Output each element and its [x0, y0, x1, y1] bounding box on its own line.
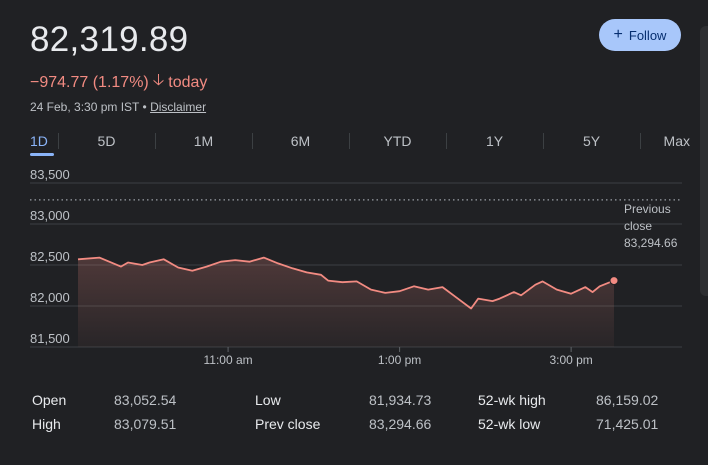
tab-1y[interactable]: 1Y — [446, 130, 543, 156]
follow-button[interactable]: + Follow — [599, 19, 681, 51]
stats-row: Open 83,052.54 Low 81,934.73 52-wk high … — [32, 388, 672, 412]
stat-low-value: 81,934.73 — [369, 392, 432, 408]
stat-open-label: Open — [32, 392, 67, 408]
price-chart[interactable]: 83,500 83,000 82,500 82,000 81,500 11:00 am 1:… — [0, 165, 708, 380]
stat-high-label: High — [32, 416, 61, 432]
tab-6m[interactable]: 6M — [252, 130, 349, 156]
stat-prev-close-value: 83,294.66 — [369, 416, 432, 432]
tab-1m[interactable]: 1M — [155, 130, 252, 156]
quote-timestamp: 24 Feb, 3:30 pm IST — [30, 100, 140, 114]
side-panel-edge — [700, 26, 708, 296]
tab-ytd[interactable]: YTD — [349, 130, 446, 156]
series-line — [77, 256, 615, 310]
stat-open-value: 83,052.54 — [114, 392, 177, 408]
change-value: −974.77 (1.17%) — [30, 73, 149, 91]
follow-label: Follow — [628, 27, 667, 43]
stat-52wk-low-label: 52-wk low — [478, 416, 541, 432]
x-tick-label: 11:00 am — [204, 353, 253, 367]
y-tick-label: 82,000 — [30, 290, 70, 305]
disclaimer-link[interactable]: Disclaimer — [150, 100, 207, 114]
stat-low-label: Low — [255, 392, 281, 408]
key-stats: Open 83,052.54 Low 81,934.73 52-wk high … — [32, 388, 672, 436]
tab-1d[interactable]: 1D — [30, 130, 58, 156]
y-tick-label: 83,500 — [30, 167, 70, 182]
stats-row: High 83,079.51 Prev close 83,294.66 52-w… — [32, 412, 672, 436]
stat-prev-close-label: Prev close — [255, 416, 321, 432]
series-area — [78, 257, 614, 347]
y-tick-label: 81,500 — [30, 331, 70, 346]
previous-close-label: close — [624, 219, 652, 233]
stat-52wk-high-value: 86,159.02 — [596, 392, 659, 408]
y-tick-label: 82,500 — [30, 249, 70, 264]
previous-close-label: Previous — [624, 202, 671, 216]
current-price: 82,319.89 — [30, 20, 189, 59]
stat-52wk-low-value: 71,425.01 — [596, 416, 659, 432]
plus-icon: + — [613, 26, 623, 43]
tab-5d[interactable]: 5D — [58, 130, 155, 156]
arrow-down-icon: 🡣 — [152, 72, 165, 89]
x-tick-label: 3:00 pm — [549, 353, 592, 367]
stat-52wk-high-label: 52-wk high — [478, 392, 546, 408]
change-period: today — [168, 73, 208, 91]
price-change: −974.77 (1.17%) 🡣 today — [30, 69, 207, 96]
range-tabs: 1D 5D 1M 6M YTD 1Y 5Y Max — [30, 130, 690, 156]
previous-close-label: 83,294.66 — [624, 236, 678, 250]
stat-high-value: 83,079.51 — [114, 416, 177, 432]
tab-max[interactable]: Max — [640, 130, 690, 156]
meta-separator: • — [142, 100, 147, 114]
tab-5y[interactable]: 5Y — [543, 130, 640, 156]
x-tick-label: 1:00 pm — [378, 353, 421, 367]
last-point — [609, 276, 619, 286]
y-tick-label: 83,000 — [30, 208, 70, 223]
quote-meta: 24 Feb, 3:30 pm IST • Disclaimer — [30, 100, 206, 114]
